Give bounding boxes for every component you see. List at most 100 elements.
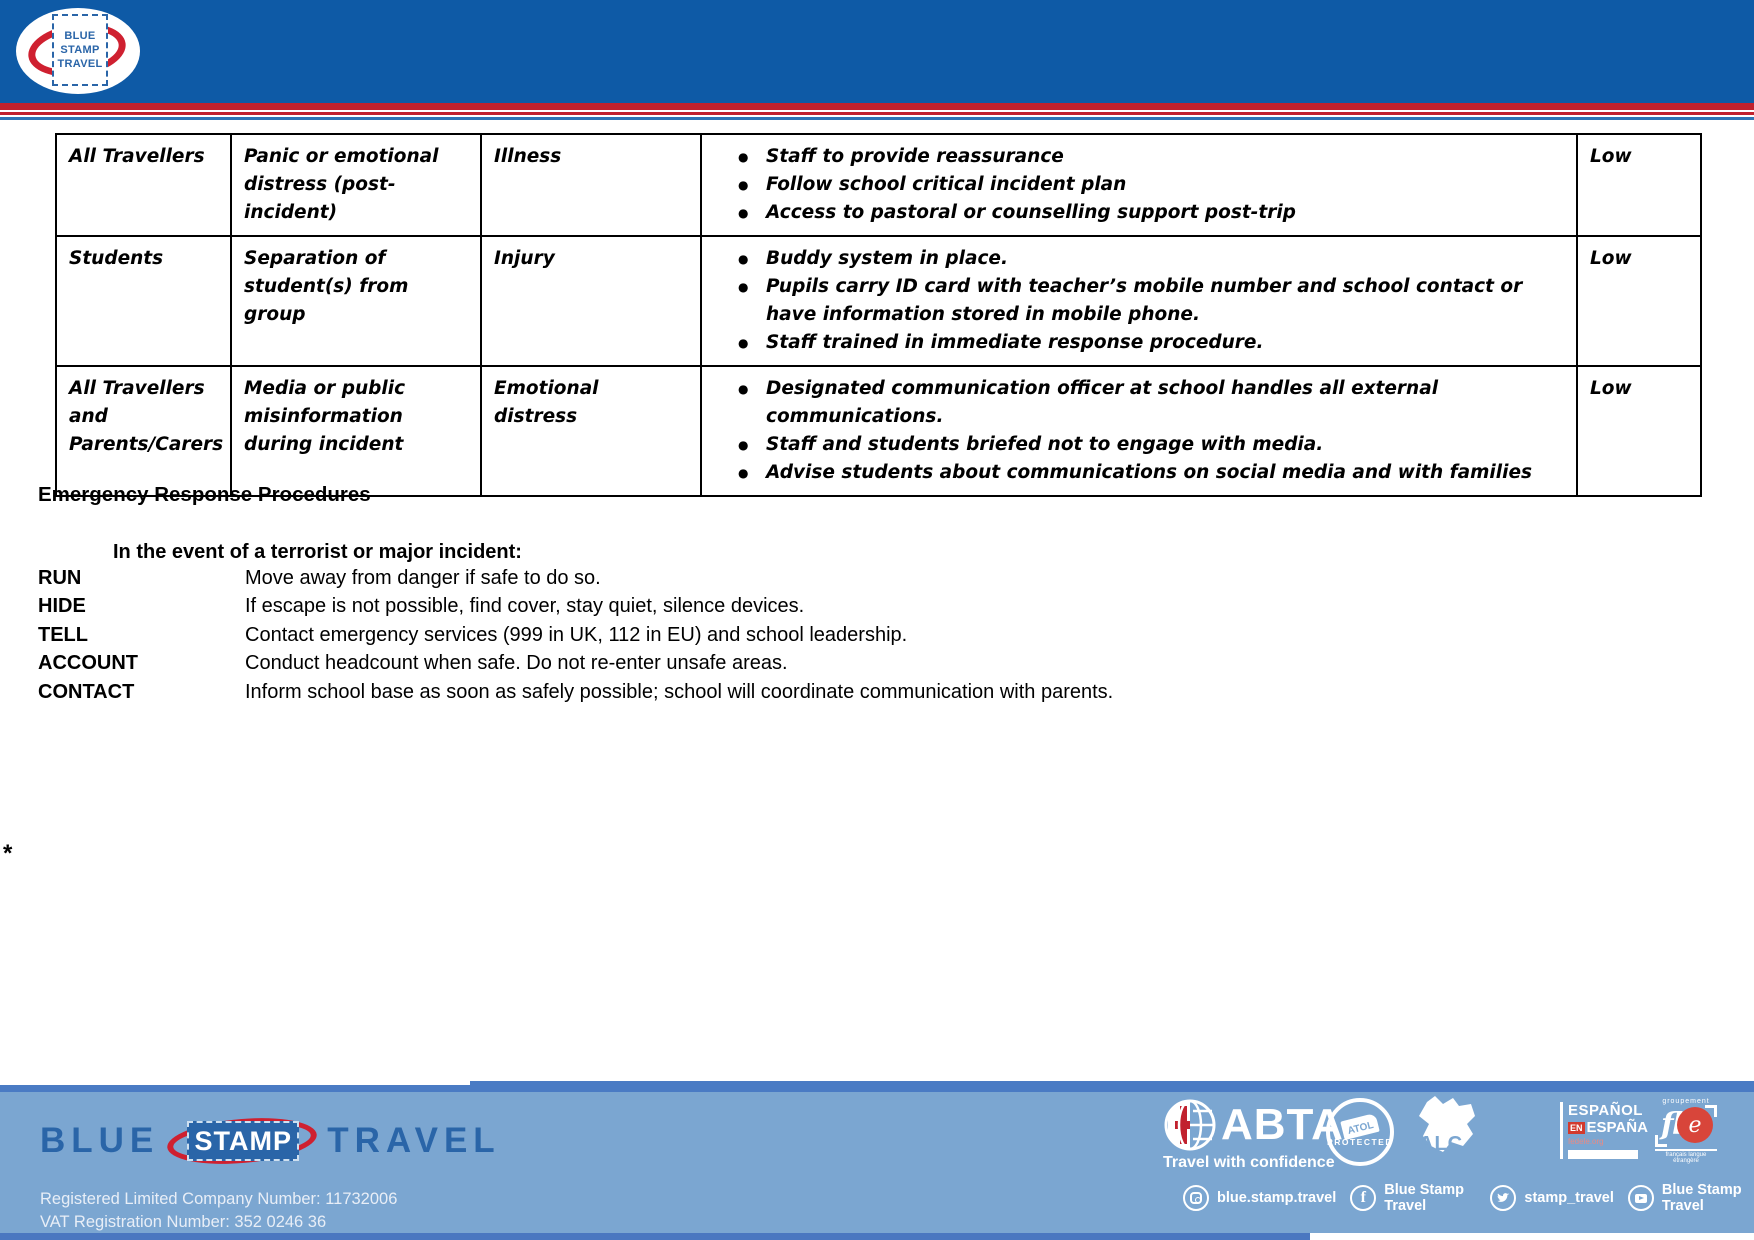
table-row: Students Separation of student(s) from g…: [55, 235, 1702, 367]
cell-group: All Travellers: [55, 133, 232, 237]
footer-top-rule: [470, 1081, 1754, 1087]
control-item: Staff and students briefed not to engage…: [738, 431, 1564, 459]
control-item: Staff trained in immediate response proc…: [738, 329, 1564, 357]
company-number-line: Registered Limited Company Number: 11732…: [40, 1190, 398, 1208]
company-registration-block: Registered Limited Company Number: 11732…: [40, 1188, 397, 1234]
fle-bottom-text: français langue étrangère: [1655, 1149, 1717, 1164]
control-item: Staff to provide reassurance: [738, 143, 1564, 171]
procedure-label: RUN: [38, 567, 82, 589]
blue-stamp-travel-logo: BLUE STAMP TRAVEL: [16, 8, 140, 94]
footnote-asterisk: *: [3, 840, 13, 867]
social-item-facebook[interactable]: f Blue Stamp Travel: [1350, 1182, 1476, 1214]
ialc-badge: ALC: [1413, 1094, 1479, 1164]
espanol-subtext: fedele.org: [1568, 1137, 1604, 1146]
fle-top-text: groupement: [1662, 1098, 1710, 1105]
cell-outcome: Illness: [480, 133, 702, 237]
facebook-icon: f: [1350, 1185, 1377, 1211]
fle-e-circle: e: [1677, 1107, 1713, 1143]
abta-name: ABTA: [1221, 1100, 1344, 1149]
cell-outcome: Injury: [480, 235, 702, 367]
social-item-twitter[interactable]: stamp_travel: [1490, 1185, 1614, 1211]
espanol-line1: ESPAÑOL: [1568, 1102, 1643, 1119]
twitter-icon: [1490, 1185, 1517, 1211]
social-item-instagram[interactable]: blue.stamp.travel: [1183, 1185, 1336, 1211]
procedure-text: Inform school base as soon as safely pos…: [245, 680, 1114, 703]
emergency-response-section: Emergency Response Procedures In the eve…: [38, 483, 1538, 706]
instagram-icon: [1183, 1185, 1209, 1211]
logo-line: TRAVEL: [57, 57, 103, 70]
abta-badge: ABTA Travel with confidence: [1163, 1098, 1344, 1172]
wordmark-stamp-icon: STAMP: [165, 1112, 321, 1170]
ialc-map-icon: [1419, 1096, 1475, 1152]
twitter-handle: stamp_travel: [1524, 1190, 1614, 1206]
procedure-row: ACCOUNT Conduct headcount when safe. Do …: [38, 650, 1538, 677]
abta-tagline: Travel with confidence: [1163, 1154, 1335, 1171]
logo-line: STAMP: [60, 43, 100, 56]
procedure-text: Move away from danger if safe to do so.: [245, 567, 601, 589]
cell-risk-level: Low: [1576, 365, 1702, 497]
atol-protected-badge: ATOL PROTECTED: [1326, 1098, 1394, 1166]
vat-number-line: VAT Registration Number: 352 0246 36: [40, 1213, 327, 1231]
fle-corner-bracket: [1655, 1135, 1667, 1147]
procedure-row: CONTACT Inform school base as soon as sa…: [38, 679, 1538, 706]
cell-controls: Buddy system in place. Pupils carry ID c…: [700, 235, 1578, 367]
header-rule-red-thick: [0, 103, 1754, 110]
cell-risk-level: Low: [1576, 235, 1702, 367]
control-item: Pupils carry ID card with teacher’s mobi…: [738, 273, 1564, 329]
procedure-text: Conduct headcount when safe. Do not re-e…: [245, 652, 788, 675]
table-row: All Travellers Panic or emotional distre…: [55, 133, 1702, 237]
control-item: Advise students about communications on …: [738, 459, 1564, 487]
procedure-text: If escape is not possible, find cover, s…: [245, 595, 805, 618]
procedure-text: Contact emergency services (999 in UK, 1…: [245, 623, 908, 646]
wordmark-travel: TRAVEL: [327, 1121, 501, 1160]
stamp-icon: BLUE STAMP TRAVEL: [52, 14, 108, 86]
youtube-icon: [1627, 1185, 1654, 1211]
espanol-en-box: EN: [1568, 1121, 1585, 1134]
cell-group: All Travellers and Parents/Carers: [55, 365, 232, 497]
cell-hazard: Panic or emotional distress (post-incide…: [230, 133, 482, 237]
facebook-handle: Blue Stamp Travel: [1384, 1182, 1465, 1214]
control-item: Follow school critical incident plan: [738, 171, 1564, 199]
cell-hazard: Media or public misinformation during in…: [230, 365, 482, 497]
control-item: Buddy system in place.: [738, 245, 1564, 273]
cell-group: Students: [55, 235, 232, 367]
wordmark-blue: BLUE: [40, 1121, 160, 1160]
cell-controls: Staff to provide reassurance Follow scho…: [700, 133, 1578, 237]
procedure-row: RUN Move away from danger if safe to do …: [38, 565, 1538, 592]
procedure-label: ACCOUNT: [38, 652, 138, 675]
procedure-label: CONTACT: [38, 680, 135, 703]
control-item: Designated communication officer at scho…: [738, 375, 1564, 431]
instagram-handle: blue.stamp.travel: [1217, 1190, 1337, 1206]
procedure-label: HIDE: [38, 595, 86, 618]
table-row: All Travellers and Parents/Carers Media …: [55, 365, 1702, 497]
fle-corner-bracket: [1705, 1105, 1717, 1117]
footer-wordmark: BLUE STAMP TRAVEL: [40, 1112, 501, 1170]
procedure-row: HIDE If escape is not possible, find cov…: [38, 593, 1538, 620]
footer-bottom-stripe: [0, 1233, 1310, 1240]
social-item-youtube[interactable]: Blue Stamp Travel: [1627, 1182, 1754, 1214]
logo-line: BLUE: [64, 29, 96, 42]
social-links-row: blue.stamp.travel f Blue Stamp Travel st…: [1183, 1182, 1754, 1214]
atol-ring-text: PROTECTED: [1327, 1137, 1393, 1147]
espanol-line2: ESPAÑA: [1586, 1119, 1648, 1136]
procedure-row: TELL Contact emergency services (999 in …: [38, 622, 1538, 649]
wordmark-stamp: STAMP: [194, 1125, 293, 1156]
youtube-handle: Blue Stamp Travel: [1661, 1182, 1742, 1214]
risk-assessment-table: All Travellers Panic or emotional distre…: [55, 133, 1702, 497]
cell-controls: Designated communication officer at scho…: [700, 365, 1578, 497]
cell-risk-level: Low: [1576, 133, 1702, 237]
ialc-name: ALC: [1419, 1133, 1464, 1155]
cell-outcome: Emotional distress: [480, 365, 702, 497]
footer-top-stripe: [0, 1085, 1754, 1092]
procedure-label: TELL: [38, 623, 88, 646]
espanol-en-espana-badge: ESPAÑOL EN ESPAÑA fedele.org: [1560, 1102, 1648, 1159]
espanol-bar: [1568, 1150, 1638, 1159]
fle-fl-text: fl: [1661, 1107, 1683, 1142]
header-rule-red-thin: [0, 112, 1754, 115]
section-title: Emergency Response Procedures: [38, 483, 371, 506]
control-item: Access to pastoral or counselling suppor…: [738, 199, 1564, 227]
fle-badge: groupement fl e français langue étrangèr…: [1655, 1098, 1717, 1164]
abta-globe-icon: [1164, 1099, 1216, 1151]
header-banner: BLUE STAMP TRAVEL: [0, 0, 1754, 103]
